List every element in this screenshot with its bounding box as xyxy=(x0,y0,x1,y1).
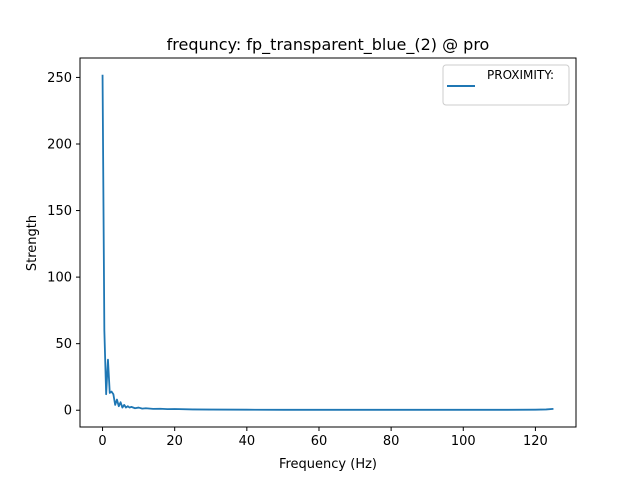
y-axis-label: Strength xyxy=(25,215,40,271)
x-tick-label: 80 xyxy=(383,434,400,449)
y-tick-label: 0 xyxy=(64,404,72,419)
legend-box xyxy=(442,64,570,106)
chart-title: frequncy: fp_transparent_blue_(2) @ pro xyxy=(167,35,490,55)
x-axis-label: Frequency (Hz) xyxy=(279,457,377,472)
y-tick-label: 100 xyxy=(47,271,72,286)
x-tick-label: 20 xyxy=(166,434,183,449)
y-axis-ticks: 0 50 100 150 200 250 xyxy=(47,71,80,419)
y-tick-label: 200 xyxy=(47,137,72,152)
legend: PROXIMITY: xyxy=(442,64,570,106)
y-tick-label: 50 xyxy=(55,337,72,352)
series-layer xyxy=(101,74,554,411)
x-tick-label: 40 xyxy=(239,434,256,449)
y-tick-label: 250 xyxy=(47,71,72,86)
plot-area xyxy=(79,57,577,428)
x-tick-label: 60 xyxy=(311,434,328,449)
y-tick-label: 150 xyxy=(47,204,72,219)
x-tick-label: 120 xyxy=(523,434,548,449)
x-tick-label: 100 xyxy=(451,434,476,449)
legend-entry-label: PROXIMITY: xyxy=(487,68,554,82)
x-axis-ticks: 0 20 40 60 80 100 120 xyxy=(98,427,548,449)
series-line-0 xyxy=(101,74,554,411)
x-tick-label: 0 xyxy=(98,434,106,449)
